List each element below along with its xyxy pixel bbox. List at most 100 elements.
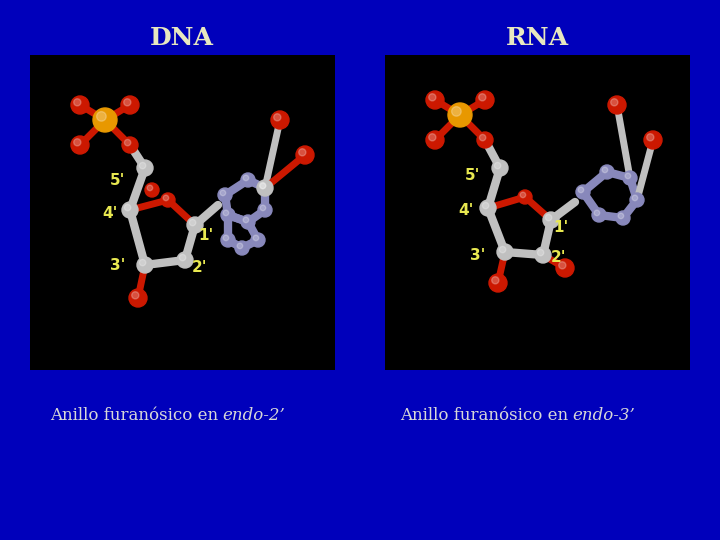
Circle shape <box>543 212 559 228</box>
Circle shape <box>179 254 186 261</box>
Circle shape <box>235 241 249 255</box>
Text: 2': 2' <box>192 260 207 275</box>
Circle shape <box>129 289 147 307</box>
Circle shape <box>260 183 266 188</box>
Text: 2': 2' <box>551 250 567 265</box>
Circle shape <box>592 208 606 222</box>
Circle shape <box>482 202 489 209</box>
Circle shape <box>500 246 505 253</box>
Circle shape <box>96 112 107 121</box>
Circle shape <box>132 292 139 299</box>
Circle shape <box>221 233 235 247</box>
Text: 3': 3' <box>470 248 485 263</box>
Text: 5': 5' <box>465 168 480 183</box>
Circle shape <box>71 96 89 114</box>
Circle shape <box>137 257 153 273</box>
Circle shape <box>241 215 255 229</box>
Circle shape <box>559 262 566 269</box>
Circle shape <box>616 211 630 225</box>
Circle shape <box>71 136 89 154</box>
Circle shape <box>426 131 444 149</box>
Circle shape <box>251 233 265 247</box>
Circle shape <box>611 99 618 106</box>
Circle shape <box>492 276 499 284</box>
Circle shape <box>535 247 551 263</box>
Circle shape <box>489 274 507 292</box>
Text: endo-3’: endo-3’ <box>572 407 635 423</box>
Text: Anillo furanósico en: Anillo furanósico en <box>50 407 223 423</box>
Circle shape <box>271 111 289 129</box>
Circle shape <box>518 190 532 204</box>
Circle shape <box>259 183 266 189</box>
Circle shape <box>220 190 225 195</box>
Circle shape <box>451 106 462 116</box>
Circle shape <box>73 99 81 106</box>
Bar <box>30 55 335 370</box>
Circle shape <box>479 94 486 101</box>
Circle shape <box>480 200 496 216</box>
Circle shape <box>161 193 175 207</box>
Circle shape <box>189 219 196 226</box>
Circle shape <box>260 205 266 211</box>
Text: 4': 4' <box>102 206 117 221</box>
Text: RNA: RNA <box>505 26 569 50</box>
Circle shape <box>243 217 248 222</box>
Circle shape <box>237 243 243 249</box>
Text: DNA: DNA <box>150 26 214 50</box>
Circle shape <box>644 131 662 149</box>
Text: 5': 5' <box>110 173 125 188</box>
Circle shape <box>177 252 193 268</box>
Circle shape <box>257 180 273 196</box>
Circle shape <box>223 235 229 241</box>
Circle shape <box>578 187 584 193</box>
Circle shape <box>630 193 644 207</box>
Circle shape <box>632 195 638 201</box>
Circle shape <box>125 139 131 146</box>
Circle shape <box>137 160 153 176</box>
Text: 1': 1' <box>198 228 213 243</box>
Text: 3': 3' <box>110 258 125 273</box>
Circle shape <box>140 163 145 169</box>
Text: Anillo furanósico en: Anillo furanósico en <box>400 407 573 423</box>
Circle shape <box>122 137 138 153</box>
Circle shape <box>93 108 117 132</box>
Circle shape <box>221 208 235 222</box>
Circle shape <box>492 160 508 176</box>
Circle shape <box>497 244 513 260</box>
Text: endo-2’: endo-2’ <box>222 407 284 423</box>
Circle shape <box>477 132 493 148</box>
Circle shape <box>243 175 248 181</box>
Circle shape <box>623 171 637 185</box>
Circle shape <box>556 259 574 277</box>
Circle shape <box>163 195 168 201</box>
Circle shape <box>296 146 314 164</box>
Circle shape <box>253 235 258 241</box>
Circle shape <box>428 134 436 141</box>
Circle shape <box>546 214 552 221</box>
Circle shape <box>274 114 281 121</box>
Circle shape <box>140 259 145 266</box>
Circle shape <box>495 163 501 169</box>
Circle shape <box>625 173 631 179</box>
Text: 1': 1' <box>553 220 568 235</box>
Circle shape <box>576 185 590 199</box>
Circle shape <box>145 183 159 197</box>
Circle shape <box>73 139 81 146</box>
Circle shape <box>299 148 306 156</box>
Circle shape <box>121 96 139 114</box>
Circle shape <box>125 205 131 211</box>
Circle shape <box>537 249 544 256</box>
Circle shape <box>647 134 654 141</box>
Circle shape <box>426 91 444 109</box>
Circle shape <box>476 91 494 109</box>
Text: 4': 4' <box>458 203 473 218</box>
Circle shape <box>600 165 614 179</box>
Circle shape <box>124 99 131 106</box>
Circle shape <box>480 134 486 141</box>
Circle shape <box>618 213 624 219</box>
Circle shape <box>428 94 436 101</box>
Circle shape <box>594 210 600 215</box>
Circle shape <box>122 202 138 218</box>
Circle shape <box>241 173 255 187</box>
Circle shape <box>258 203 272 217</box>
